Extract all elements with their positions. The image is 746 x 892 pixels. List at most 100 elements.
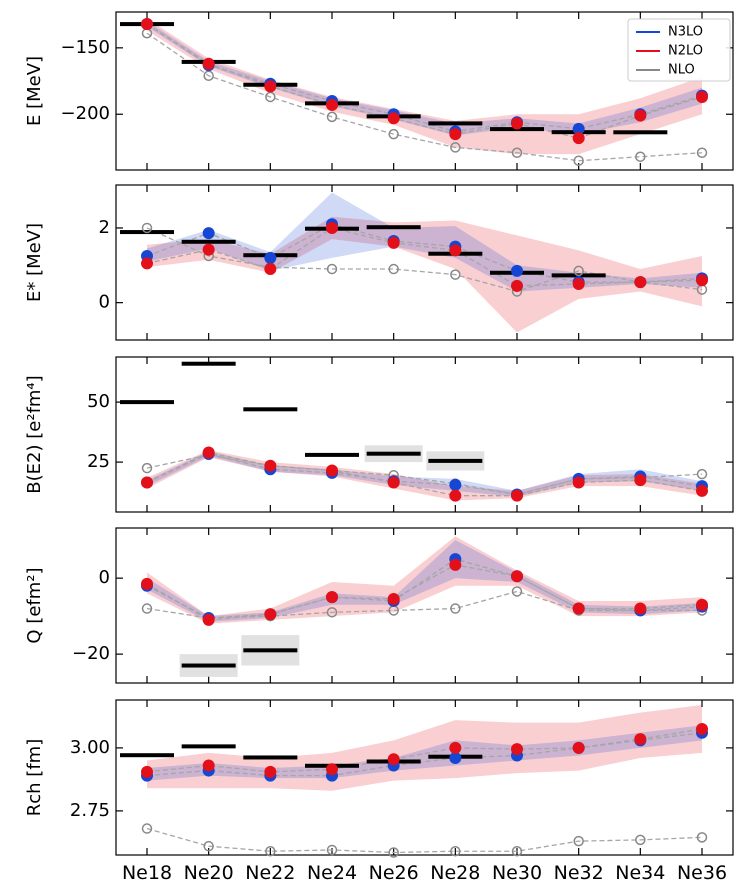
marker — [449, 478, 462, 491]
series-line — [146, 454, 703, 496]
marker-open — [141, 222, 153, 234]
marker — [202, 759, 215, 772]
marker — [511, 279, 523, 292]
legend-box — [627, 18, 731, 82]
y-tick-label: −200 — [61, 103, 110, 124]
marker — [449, 751, 462, 764]
experiment-bar — [120, 753, 174, 758]
marker — [326, 98, 338, 111]
series-line — [146, 564, 703, 621]
marker — [202, 446, 215, 459]
plot-frame — [115, 527, 734, 684]
marker — [634, 474, 647, 487]
experiment-bar — [613, 130, 668, 135]
uncertainty-band — [147, 536, 702, 624]
marker — [387, 112, 400, 125]
marker — [696, 484, 708, 497]
marker — [326, 763, 338, 776]
marker — [634, 109, 647, 122]
x-tick-label: Ne28 — [430, 862, 480, 884]
experiment-bar — [181, 744, 236, 749]
y-tick-label: 50 — [87, 391, 110, 412]
uncertainty-band — [147, 216, 702, 333]
series-line — [146, 827, 703, 854]
marker-open — [141, 603, 153, 614]
x-tick-label: Ne30 — [492, 862, 542, 884]
y-tick-label: 2.75 — [70, 800, 110, 821]
marker — [634, 602, 647, 615]
y-tick-label: 0 — [99, 567, 110, 588]
marker — [572, 741, 585, 754]
experiment-bar — [366, 451, 421, 456]
marker — [449, 489, 462, 502]
experiment-bar — [243, 755, 298, 760]
series-line — [146, 23, 703, 139]
marker — [141, 577, 153, 590]
marker-open — [696, 147, 708, 158]
marker — [511, 117, 523, 130]
marker-open — [265, 91, 276, 103]
marker-open — [326, 111, 338, 123]
marker-open — [450, 269, 461, 280]
legend-label: NLO — [668, 63, 695, 78]
y-axis-label: Q [efm²] — [24, 567, 45, 643]
legend-label: N3LO — [668, 25, 703, 40]
experiment-bar — [366, 225, 421, 230]
marker-open — [573, 835, 584, 847]
experiment-bar — [181, 663, 236, 668]
marker — [511, 743, 523, 756]
marker-open — [635, 834, 646, 846]
plot-frame — [115, 699, 734, 856]
marker-open — [635, 151, 646, 162]
uncertainty-band — [147, 540, 702, 622]
marker — [326, 221, 338, 234]
y-tick-label: 3.00 — [70, 737, 110, 758]
marker — [572, 602, 585, 615]
y-tick-label: −150 — [61, 37, 110, 58]
marker-open — [696, 468, 708, 480]
marker-open — [388, 847, 399, 858]
marker — [387, 753, 400, 766]
marker-open — [141, 823, 153, 834]
experiment-bar — [181, 361, 236, 366]
marker — [202, 227, 215, 240]
marker — [141, 17, 153, 30]
marker — [511, 489, 523, 502]
marker — [511, 264, 523, 277]
marker — [696, 274, 708, 287]
x-tick-label: Ne20 — [184, 862, 234, 884]
series-line — [146, 451, 703, 497]
experiment-bar — [243, 648, 298, 653]
experiment-bar — [428, 458, 483, 463]
marker-open — [511, 586, 523, 597]
experiment-bar — [181, 239, 236, 244]
series-line — [146, 223, 703, 283]
plot-frame — [115, 356, 734, 513]
y-axis-label: E* [MeV] — [24, 223, 45, 302]
uncertainty-band — [147, 450, 702, 501]
marker — [572, 476, 585, 489]
plot-frame — [115, 184, 734, 341]
y-tick-label: 25 — [87, 451, 110, 472]
marker — [572, 122, 585, 135]
marker — [696, 722, 708, 735]
marker-open — [388, 263, 399, 275]
marker — [449, 558, 462, 571]
marker — [511, 570, 523, 583]
marker — [387, 236, 400, 249]
marker — [449, 128, 462, 141]
marker — [572, 277, 585, 290]
marker — [202, 243, 215, 256]
marker-open — [450, 845, 461, 857]
series-line — [146, 32, 703, 162]
marker-open — [326, 263, 338, 275]
marker — [264, 459, 277, 472]
marker — [141, 765, 153, 778]
y-tick-label: 2 — [99, 217, 110, 238]
series-line — [146, 590, 702, 619]
x-tick-label: Ne36 — [677, 862, 727, 884]
marker — [202, 57, 215, 70]
marker-open — [511, 147, 523, 158]
uncertainty-band — [147, 18, 702, 155]
x-tick-label: Ne22 — [245, 862, 295, 884]
